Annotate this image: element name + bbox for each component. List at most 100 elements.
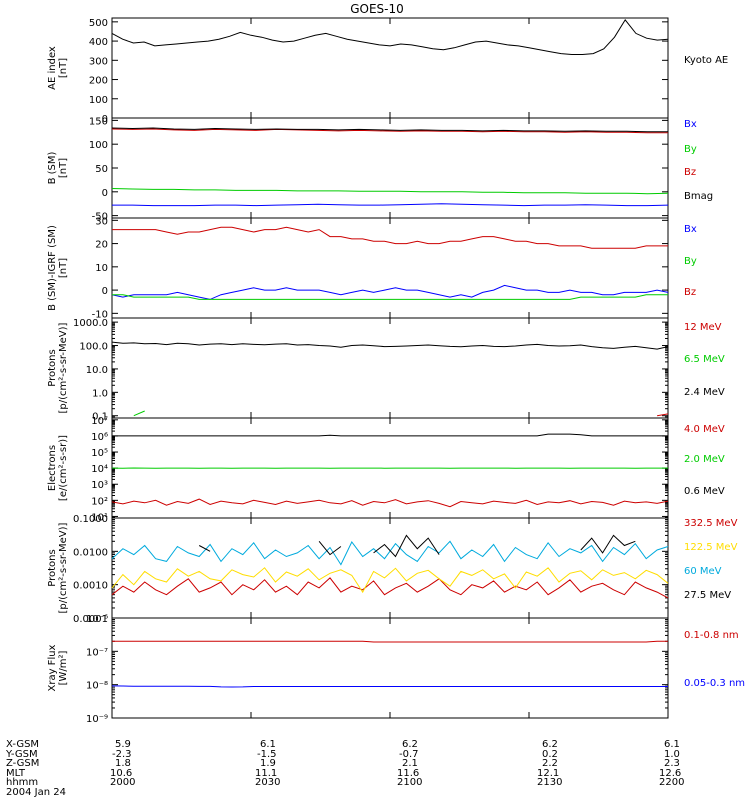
panel-protons-low: 0.1 1.0 10.0 100.0 1000.0 Protons [p/(cm²-s-sr… (47, 317, 725, 423)
legend-label: 0.6 MeV (684, 486, 725, 497)
legend-label: By (684, 256, 697, 267)
legend-label: Kyoto AE (684, 55, 728, 66)
y-tick-label: 10 (95, 263, 108, 274)
panel-frame (111, 117, 669, 219)
footer-label: Z-GSM (6, 758, 40, 770)
legend-label: 122.5 MeV (684, 542, 738, 553)
y-tick-label: 0 (102, 114, 108, 125)
y-tick-label: 10⁻⁷ (86, 647, 108, 658)
y-axis-label: [nT] (58, 258, 69, 278)
y-tick-label: 150 (89, 116, 108, 127)
y-axis-label: [e/(cm²-s-sr)] (58, 435, 69, 501)
y-axis-label: B (SM)-IGRF (SM) (47, 225, 58, 311)
y-axis-label: Protons (47, 349, 58, 386)
legend-label: Bx (684, 224, 697, 235)
footer-value: 1.9 (260, 758, 276, 770)
footer-value: 12.6 (659, 767, 682, 779)
y-axis-label: AE index (47, 46, 58, 90)
series-line (111, 127, 668, 133)
panel-xray: 10⁻⁹ 10⁻⁸ 10⁻⁷ 10⁻⁶ Xray Flux [W/m²] 0.1-0.8 n… (47, 614, 745, 725)
legend-label: Bx (684, 119, 697, 130)
footer-value: 12.1 (537, 767, 560, 779)
series-line (111, 685, 668, 688)
footer-value: 6.2 (542, 739, 558, 750)
series-line (112, 203, 669, 207)
panel-frame (111, 17, 669, 119)
legend-label: 0.05-0.3 nm (684, 678, 745, 689)
series-line (111, 577, 669, 599)
series-line (111, 284, 669, 300)
y-tick-label: 50 (95, 164, 108, 175)
footer-row-hhmm: hhmm 2000 2030 2100 2130 2200 (6, 778, 750, 788)
footer-value: 2.1 (402, 758, 418, 770)
footer-value: -2.3 (112, 748, 132, 760)
y-axis-label: [nT] (58, 158, 69, 178)
footer-value: 11.1 (255, 767, 278, 779)
y-tick-label: 10.0 (86, 365, 108, 376)
series-line (111, 19, 669, 55)
footer-value: 1.0 (664, 748, 680, 760)
footer-value: 10.6 (110, 767, 133, 779)
legend-label: 0.1-0.8 nm (684, 630, 739, 641)
legend-label: 27.5 MeV (684, 590, 731, 601)
legend-label: 4.0 MeV (684, 424, 725, 435)
panel-electrons: 10¹ 10² 10³ 10⁴ 10⁵ 10⁶ 10⁷ Electrons [e/(cm²-s-… (47, 416, 725, 524)
y-tick-label: 0.0010 (73, 581, 108, 592)
footer-date-row: 2004 Jan 24 (6, 788, 750, 798)
y-tick-label: 1000.0 (73, 318, 108, 329)
panel-frame (111, 317, 669, 419)
footer-value: -1.5 (257, 748, 277, 760)
footer-value: 2200 (659, 777, 685, 789)
footer-value: 2.2 (542, 758, 558, 770)
y-tick-label: 0 (102, 188, 108, 199)
ephemeris-footer: X-GSM 5.9 6.1 6.2 6.2 6.1 Y-GSM -2.3 -1.… (6, 740, 750, 800)
y-tick-label: 0.0100 (73, 547, 108, 558)
footer-value: 2100 (397, 777, 423, 789)
y-axis-label: B (SM) (47, 151, 58, 184)
series-line (112, 226, 668, 249)
footer-value: 2000 (110, 777, 136, 789)
series-line (112, 433, 668, 437)
footer-value: 6.1 (664, 739, 680, 750)
y-axis-label: [p/(cm²-s-sr-MeV)] (58, 522, 69, 613)
panel-frame (111, 217, 669, 319)
y-axis-label: Xray Flux (47, 644, 58, 691)
y-axis-label: [p/(cm²-s-sr-MeV)] (58, 322, 69, 413)
y-tick-label: 10⁵ (91, 448, 108, 459)
y-tick-label: 100.0 (79, 342, 108, 353)
footer-value: 0.2 (542, 748, 558, 760)
y-tick-label: 10¹ (91, 512, 108, 523)
footer-label: X-GSM (6, 739, 40, 750)
y-tick-label: 500 (89, 18, 108, 29)
y-tick-label: 10⁴ (91, 464, 108, 475)
y-tick-label: 100 (89, 95, 108, 106)
footer-row-mlt: MLT 10.6 11.1 11.6 12.1 12.6 (6, 767, 750, 779)
y-tick-label: 200 (89, 76, 108, 87)
y-tick-label: 10⁻⁹ (86, 714, 108, 725)
y-axis-label: Electrons (47, 445, 58, 491)
footer-label: MLT (6, 767, 25, 779)
y-tick-label: 10⁷ (91, 416, 108, 427)
y-tick-label: 10⁶ (91, 432, 108, 443)
legend-label: 2.4 MeV (684, 387, 725, 398)
footer-value: 2.3 (664, 758, 680, 770)
series-line (134, 411, 603, 416)
footer-value: 2130 (537, 777, 563, 789)
footer-value: 11.6 (397, 767, 420, 779)
series-line (111, 567, 669, 594)
footer-date: 2004 Jan 24 (6, 786, 66, 798)
panel-b-sm: -50 0 50 100 150 B (SM) [nT] Bx By Bz Bmag (47, 116, 713, 222)
y-tick-label: 10³ (91, 480, 108, 491)
series-line (112, 294, 668, 300)
y-tick-label: 30 (95, 216, 108, 227)
y-tick-label: -10 (92, 309, 108, 320)
series-line (111, 128, 668, 134)
y-axis-label: [W/m²] (58, 650, 69, 685)
footer-row-z-gsm: Z-GSM 1.8 1.9 2.1 2.2 2.3 (6, 759, 750, 769)
series-line (657, 413, 669, 417)
y-tick-label: 300 (89, 56, 108, 67)
y-tick-label: 10² (91, 496, 108, 507)
footer-value: 6.2 (402, 739, 418, 750)
legend-label: By (684, 144, 697, 155)
series-line (111, 498, 669, 508)
